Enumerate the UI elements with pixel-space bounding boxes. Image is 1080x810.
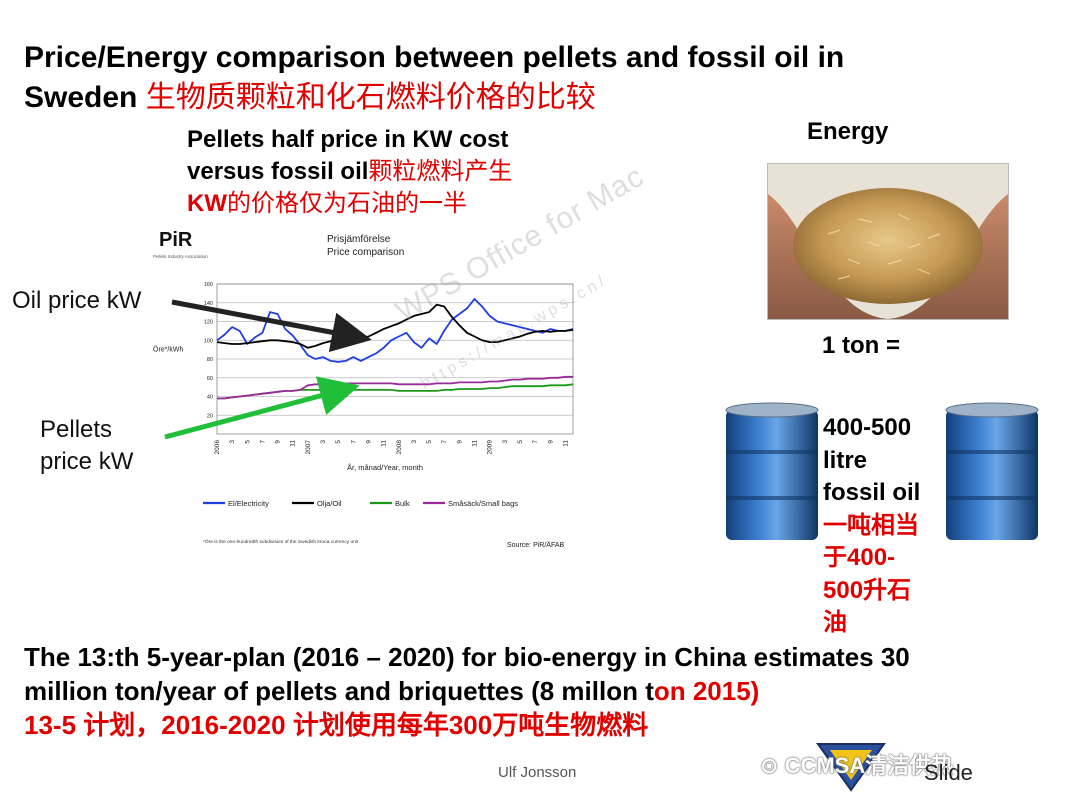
x-tick-label: 9	[547, 440, 554, 444]
x-tick-label: 11	[562, 440, 569, 447]
x-tick-label: 5	[517, 440, 524, 444]
x-axis-label: År, månad/Year, month	[347, 463, 423, 472]
legend-entry: Småsäck/Small bags	[448, 499, 518, 508]
legend-entry: Olja/Oil	[317, 499, 342, 508]
legend-entry: El/Electricity	[228, 499, 269, 508]
y-tick-label: 160	[204, 282, 213, 288]
chart-source: Source: PiR/ÄFAB	[507, 541, 565, 549]
y-tick-label: 40	[207, 395, 213, 401]
y-tick-label: 100	[204, 338, 213, 344]
x-tick-label: 2008	[396, 440, 403, 455]
x-tick-label: 3	[411, 440, 418, 444]
chart-title-sv: Prisjämförelse	[327, 234, 391, 245]
subtitle: Pellets half price in KW cost versus fos…	[187, 124, 607, 220]
x-tick-label: 2009	[487, 440, 494, 455]
x-tick-label: 5	[244, 440, 251, 444]
y-tick-label: 20	[207, 413, 213, 419]
pellets-price-label: Pellets price kW	[40, 416, 134, 475]
oil-price-label: Oil price kW	[12, 287, 142, 314]
wechat-watermark: ⊙ CCMSA清洁供热	[760, 753, 954, 778]
x-tick-label: 2006	[214, 440, 221, 455]
oil-arrow	[171, 299, 372, 353]
oil-barrel-left	[725, 402, 819, 540]
pir-logo-caption: Pellets Industry Association	[153, 254, 208, 259]
x-tick-label: 7	[441, 440, 448, 444]
legend-entry: Bulk	[395, 499, 410, 508]
oil-barrel-right	[945, 402, 1039, 540]
x-tick-label: 9	[456, 440, 463, 444]
subtitle-line-3: KW的价格仅为石油的一半	[187, 190, 467, 217]
slide-title: Price/Energy comparison between pellets …	[24, 38, 1064, 118]
y-axis-label: Öre*/kWh	[153, 346, 183, 354]
five-year-plan-text: The 13:th 5-year-plan (2016 – 2020) for …	[24, 642, 910, 740]
x-tick-label: 11	[472, 440, 479, 447]
slide-label: Slide	[924, 760, 973, 785]
series-line-3	[217, 375, 573, 400]
chart-title-en: Price comparison	[327, 247, 404, 258]
price-comparison-chart: PiR Pellets Industry Association Prisjämfö…	[153, 229, 574, 549]
x-tick-label: 3	[502, 440, 509, 444]
y-tick-label: 80	[207, 357, 213, 363]
title-chinese: 生物质颗粒和化石燃料价格的比较	[145, 81, 596, 114]
title-line-2: Sweden 生物质颗粒和化石燃料价格的比较	[24, 81, 596, 114]
author-footer: Ulf Jonsson	[498, 764, 577, 781]
x-tick-label: 5	[426, 440, 433, 444]
energy-heading: Energy	[807, 118, 889, 145]
x-tick-label: 5	[335, 440, 342, 444]
chart-footnote: *Öre is the one-hundredth subdivision of…	[203, 538, 359, 545]
x-tick-label: 9	[365, 440, 372, 444]
subtitle-line-1: Pellets half price in KW cost	[187, 126, 509, 153]
x-tick-label: 7	[350, 440, 357, 444]
series-line-1	[216, 303, 574, 349]
x-tick-label: 3	[229, 440, 236, 444]
subtitle-line-2: versus fossil oil颗粒燃料产生	[187, 158, 513, 185]
energy-equivalence: 400-500 litre fossil oil 一吨相当 于400- 500升…	[823, 414, 921, 636]
title-line-1: Price/Energy comparison between pellets …	[24, 41, 845, 74]
pellets-in-hands-photo	[767, 163, 1009, 320]
x-tick-label: 2007	[305, 440, 312, 455]
x-tick-label: 11	[290, 440, 297, 447]
one-ton-label: 1 ton =	[822, 332, 901, 359]
pir-logo: PiR	[159, 229, 193, 251]
y-tick-label: 60	[207, 376, 213, 382]
pellets-arrow	[164, 376, 360, 440]
y-tick-label: 140	[204, 301, 213, 307]
x-tick-label: 7	[532, 440, 539, 444]
x-tick-label: 11	[381, 440, 388, 447]
wechat-icon: ⊙	[760, 753, 779, 778]
y-tick-label: 120	[204, 320, 213, 326]
series-line-0	[216, 298, 574, 363]
x-tick-label: 3	[320, 440, 327, 444]
x-tick-label: 7	[259, 440, 266, 444]
company-logo-icon	[816, 743, 886, 792]
plot-frame	[216, 283, 574, 435]
x-tick-label: 9	[275, 440, 282, 444]
